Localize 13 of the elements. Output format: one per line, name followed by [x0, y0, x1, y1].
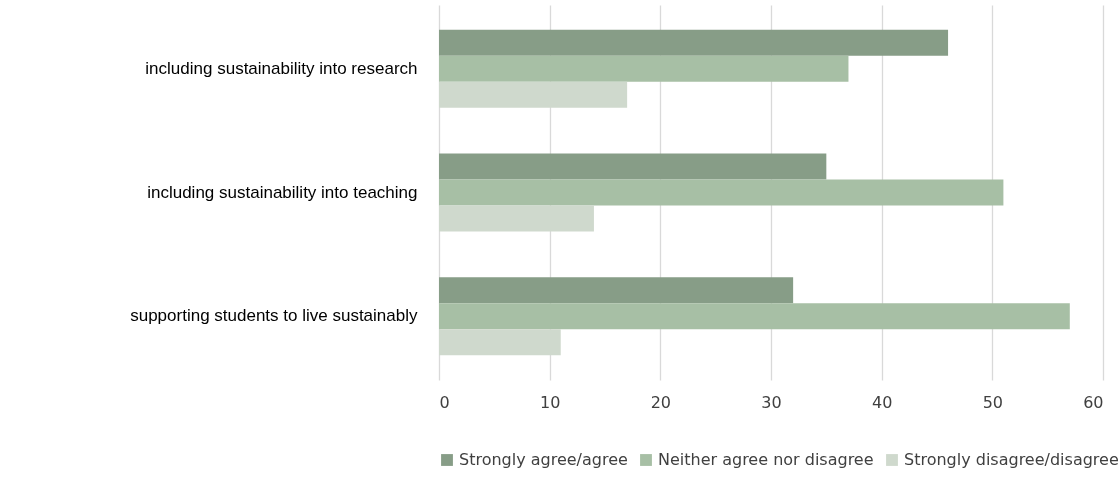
legend-label: Neither agree nor disagree	[658, 450, 874, 469]
legend-label: Strongly disagree/disagree	[904, 450, 1119, 469]
x-tick-label: 10	[539, 392, 561, 412]
y-tick-label: including sustainability into teaching	[147, 182, 418, 202]
x-tick-label: 20	[650, 392, 672, 412]
y-tick-label: supporting students to live sustainably	[130, 306, 418, 326]
x-tick-label: 40	[871, 392, 893, 412]
x-tick-label: 0	[439, 392, 450, 412]
legend-label: Strongly agree/agree	[459, 450, 628, 469]
x-tick-label: 30	[761, 392, 782, 412]
x-tick-label: 60	[1083, 392, 1104, 412]
x-tick-label: 50	[982, 392, 1004, 412]
y-tick-label: including sustainability into research	[145, 58, 418, 78]
